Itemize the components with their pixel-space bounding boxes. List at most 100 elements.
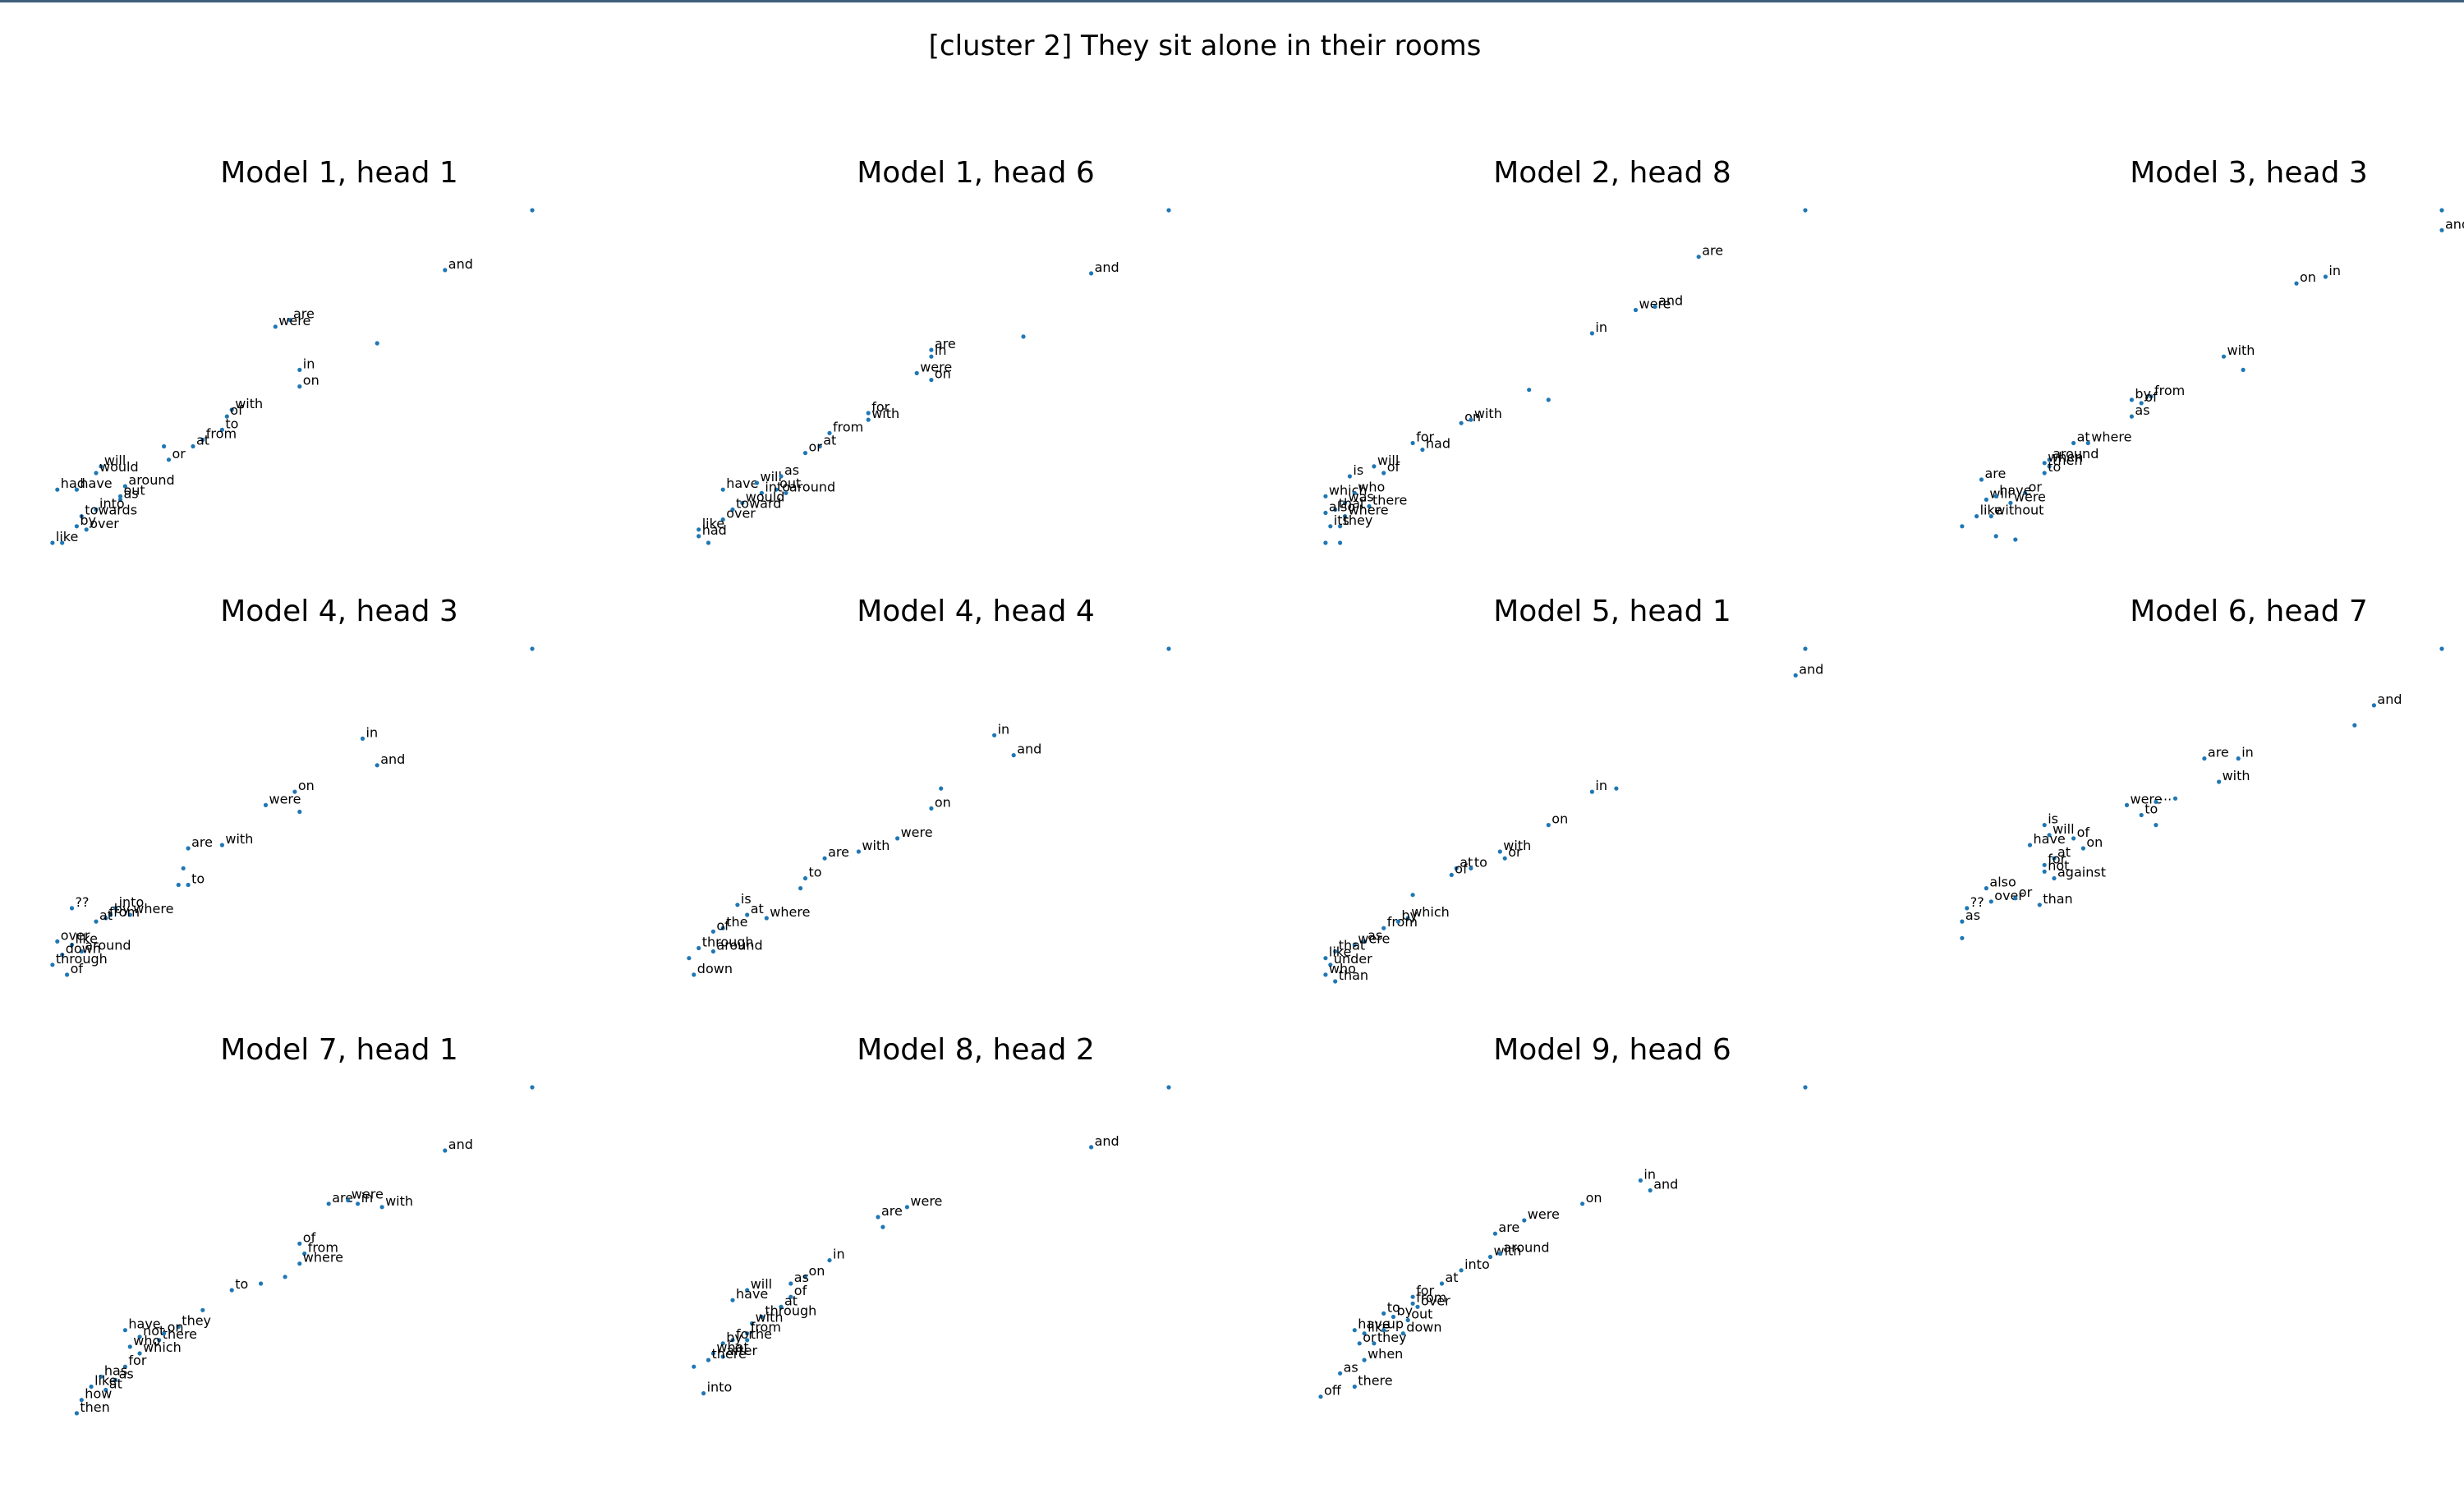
point-label: are [191, 834, 213, 850]
data-point [1381, 471, 1386, 475]
data-point [1469, 417, 1473, 422]
data-point [827, 430, 832, 436]
data-point [297, 367, 302, 372]
panel-title: Model 3, head 3 [2130, 156, 2368, 190]
data-point [191, 443, 195, 449]
point-label: which [1329, 482, 1368, 498]
data-point [443, 268, 448, 273]
point-label: of [1387, 459, 1400, 475]
data-point [720, 1341, 725, 1346]
data-point [2129, 397, 2134, 402]
data-point [326, 1201, 331, 1206]
point-label: which [1411, 904, 1450, 920]
data-point [822, 856, 827, 861]
data-point [1497, 849, 1502, 854]
point-label: had [1426, 436, 1450, 452]
data-point [2071, 836, 2076, 841]
point-label: in [2241, 745, 2254, 760]
point-label: as [784, 462, 799, 478]
data-point [1367, 503, 1372, 509]
point-label: the [726, 914, 747, 930]
point-label: with [385, 1193, 413, 1209]
point-label: and [2377, 691, 2402, 707]
point-label: who [133, 1333, 160, 1348]
point-label: like [76, 931, 98, 947]
data-point [219, 427, 224, 432]
point-label: from [751, 1320, 781, 1335]
point-label: as [1344, 1359, 1358, 1375]
data-point [1984, 497, 1988, 503]
data-point [1993, 534, 1998, 539]
point-label: around [128, 472, 174, 488]
data-point [1333, 949, 1338, 954]
data-point [2080, 846, 2085, 851]
point-label: are [1702, 243, 1723, 259]
data-point [745, 1331, 750, 1336]
point-label: for [736, 1326, 754, 1342]
point-label: around [1503, 1240, 1549, 1256]
data-point [880, 1224, 885, 1229]
data-point [1372, 464, 1377, 469]
data-point [69, 906, 75, 911]
data-point [176, 1325, 181, 1330]
point-label: were [1528, 1206, 1560, 1222]
point-label: are [828, 844, 849, 860]
data-point [1960, 935, 1965, 940]
data-point [687, 956, 692, 961]
point-label: at [109, 1376, 122, 1392]
point-label: towards [85, 503, 137, 518]
data-point [1021, 334, 1026, 339]
data-point [1803, 208, 1808, 213]
data-point [730, 1298, 735, 1302]
point-label: over [726, 506, 756, 521]
data-point [817, 443, 822, 449]
point-label: who [1358, 479, 1385, 494]
point-label: then [80, 1399, 109, 1415]
data-point [2371, 703, 2376, 708]
point-label: from [1416, 1289, 1446, 1305]
point-label: of [230, 402, 243, 418]
point-label: have [1358, 1316, 1390, 1332]
data-point [94, 471, 99, 475]
data-point [2236, 756, 2241, 761]
point-label: and [1017, 742, 1041, 757]
data-point [103, 1387, 108, 1393]
point-label: ?? [76, 894, 90, 910]
data-point [1546, 397, 1551, 402]
data-point [1166, 1085, 1171, 1090]
point-label: where [2091, 430, 2131, 445]
data-point [50, 540, 55, 545]
point-label: there [712, 1346, 747, 1362]
point-label: toward [736, 496, 781, 512]
data-point [186, 846, 191, 851]
point-label: were [1639, 296, 1671, 312]
point-label: or [1508, 844, 1522, 860]
panel-title: Model 9, head 6 [1493, 1033, 1731, 1067]
data-point [1011, 753, 1016, 758]
point-label: its [1334, 512, 1349, 528]
data-point [60, 540, 65, 545]
point-label: also [1329, 499, 1355, 515]
point-label: where [1349, 503, 1389, 518]
data-point [297, 1241, 302, 1246]
point-label: out [1411, 1307, 1432, 1322]
point-label: for [1416, 1283, 1434, 1298]
data-point [1381, 926, 1386, 930]
point-label: there [1372, 493, 1407, 508]
point-label: are [2208, 745, 2229, 760]
point-label: down [1406, 1320, 1441, 1335]
point-label: not [143, 1323, 164, 1339]
point-label: into [707, 1380, 733, 1395]
data-point [79, 1398, 84, 1403]
point-label: by [1397, 1303, 1414, 1319]
data-point [2139, 401, 2144, 406]
point-label: at [751, 901, 764, 916]
data-point [1803, 1085, 1808, 1090]
point-label: were [2014, 489, 2046, 504]
data-point [774, 487, 779, 492]
data-point [2023, 490, 2028, 495]
point-label: or [809, 439, 823, 455]
data-point [1589, 331, 1594, 336]
